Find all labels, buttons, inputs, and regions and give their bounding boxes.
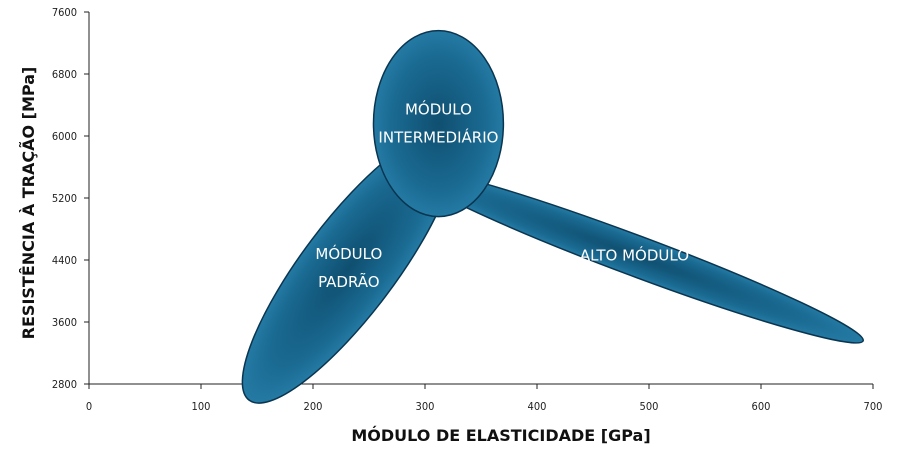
x-ticks: 0 100 200 300 400 500 600 700 — [86, 384, 883, 413]
y-axis-title: RESISTÊNCIA À TRAÇÃO [MPa] — [19, 67, 38, 340]
y-tick-label: 6800 — [52, 68, 77, 81]
x-tick-label: 600 — [752, 400, 771, 413]
x-tick-label: 400 — [528, 400, 547, 413]
x-tick-label: 300 — [416, 400, 435, 413]
y-tick-label: 7600 — [52, 6, 77, 19]
x-axis-title: MÓDULO DE ELASTICIDADE [GPa] — [351, 426, 650, 445]
region-label: MÓDULO — [315, 244, 382, 263]
x-tick-label: 0 — [86, 400, 92, 413]
x-tick-label: 700 — [864, 400, 883, 413]
y-tick-label: 6000 — [52, 130, 77, 143]
region-label: MÓDULO — [405, 100, 472, 119]
y-tick-label: 5200 — [52, 192, 77, 205]
y-ticks: 2800 3600 4400 5200 6000 6800 7600 — [52, 6, 89, 391]
region-label: PADRÃO — [318, 272, 380, 291]
region-alto-modulo: ALTO MÓDULO — [404, 167, 864, 344]
x-tick-label: 500 — [640, 400, 659, 413]
region-modulo-intermediario: MÓDULO INTERMEDIÁRIO — [372, 29, 505, 218]
region-label: ALTO MÓDULO — [580, 245, 689, 264]
y-tick-label: 2800 — [52, 378, 77, 391]
y-tick-label: 4400 — [52, 254, 77, 267]
regions: MÓDULO PADRÃO ALTO MÓDULO MÓDULO INTERMEDIÁR… — [241, 29, 864, 404]
region-label: INTERMEDIÁRIO — [378, 128, 498, 147]
x-tick-label: 200 — [304, 400, 323, 413]
region-ellipse — [372, 29, 505, 218]
x-tick-label: 100 — [192, 400, 211, 413]
y-tick-label: 3600 — [52, 316, 77, 329]
